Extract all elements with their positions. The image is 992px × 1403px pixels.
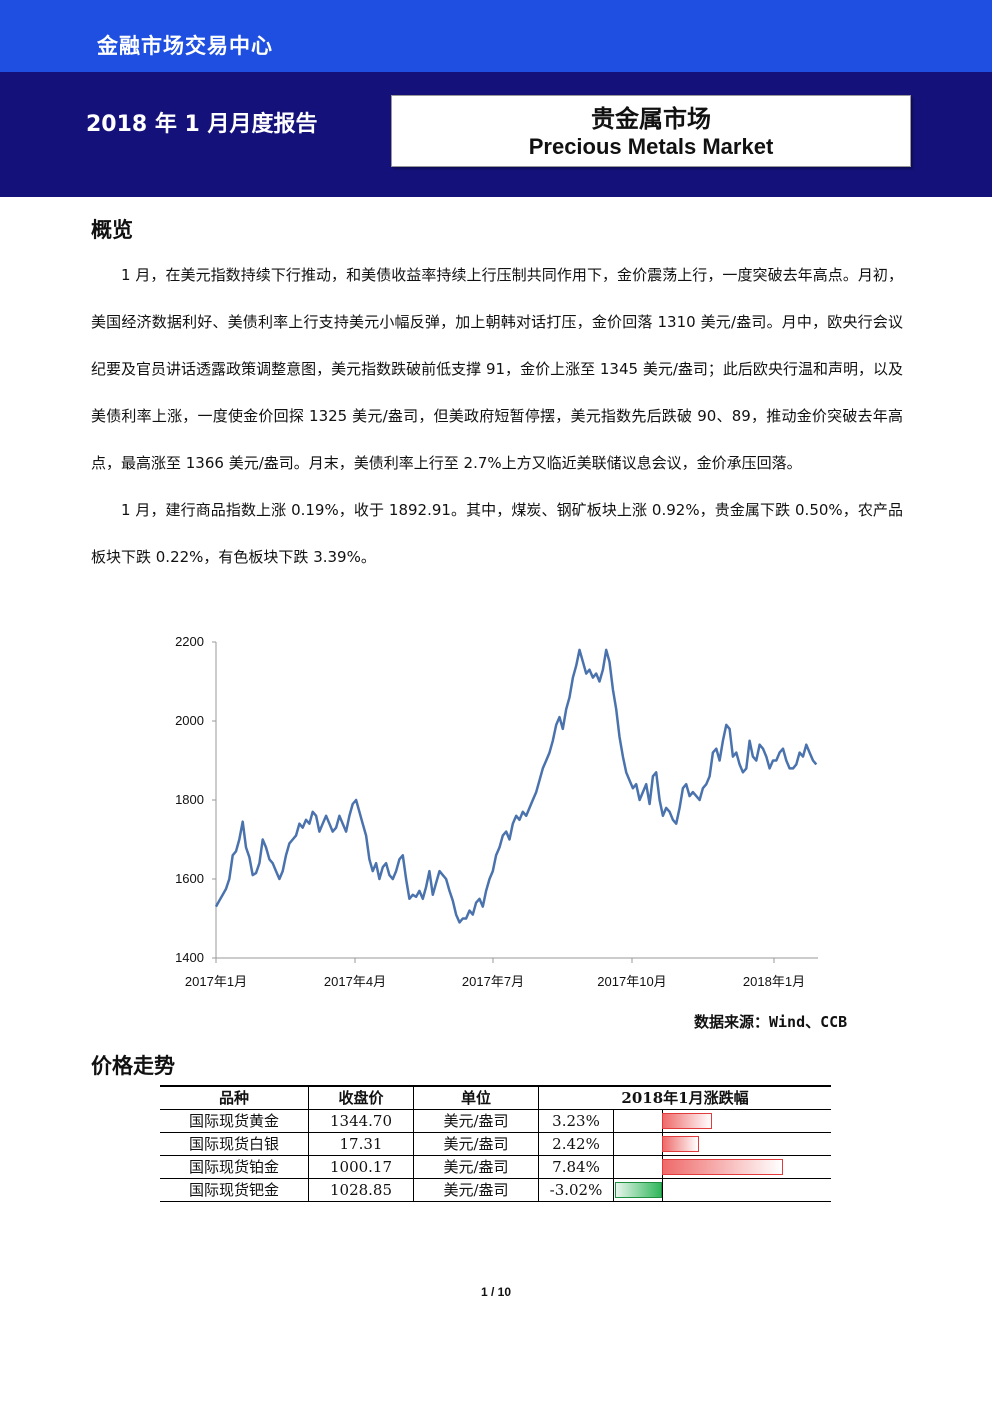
cell-close: 1028.85: [308, 1178, 414, 1202]
col-header: 单位: [413, 1085, 539, 1110]
cell-name: 国际现货钯金: [160, 1178, 309, 1202]
x-tick-label: 2017年1月: [185, 974, 247, 989]
table-row: 国际现货白银 17.31 美元/盎司 2.42%: [160, 1132, 831, 1156]
change-bar: [615, 1182, 662, 1198]
cell-bar: [613, 1178, 831, 1202]
table-row: 国际现货钯金 1028.85 美元/盎司 -3.02%: [160, 1178, 831, 1202]
report-date: 2018 年 1 月月度报告: [86, 112, 318, 137]
col-header: 收盘价: [308, 1085, 414, 1110]
cell-name: 国际现货黄金: [160, 1109, 309, 1133]
top-bar: 金融市场交易中心: [0, 0, 992, 72]
y-tick-label: 1400: [175, 950, 204, 965]
overview-heading: 概览: [91, 218, 133, 242]
y-tick-label: 1600: [175, 871, 204, 886]
cell-close: 1000.17: [308, 1155, 414, 1179]
cell-name: 国际现货铂金: [160, 1155, 309, 1179]
cell-pct: 7.84%: [538, 1155, 614, 1179]
page-number: 1 / 10: [480, 1285, 512, 1299]
paragraph: 1 月，在美元指数持续下行推动，和美债收益率持续上行压制共同作用下，金价震荡上行…: [91, 266, 903, 472]
cell-unit: 美元/盎司: [413, 1178, 539, 1202]
change-bar: [662, 1136, 700, 1152]
title-box: 贵金属市场 Precious Metals Market: [391, 95, 911, 167]
title-cn: 贵金属市场: [591, 105, 711, 133]
data-source: 数据来源：Wind、CCB: [694, 1013, 848, 1031]
cell-name: 国际现货白银: [160, 1132, 309, 1156]
cell-pct: 3.23%: [538, 1109, 614, 1133]
series-line: [214, 648, 818, 924]
y-tick-label: 1800: [175, 792, 204, 807]
bar-axis: [662, 1179, 663, 1201]
table-row: 国际现货黄金 1344.70 美元/盎司 3.23%: [160, 1109, 831, 1133]
cell-bar: [613, 1155, 831, 1179]
cell-close: 1344.70: [308, 1109, 414, 1133]
x-tick-label: 2018年1月: [743, 974, 805, 989]
cell-pct: 2.42%: [538, 1132, 614, 1156]
table-row: 国际现货铂金 1000.17 美元/盎司 7.84%: [160, 1155, 831, 1179]
price-table: 品种 收盘价 单位 2018年1月涨跌幅 国际现货黄金 1344.70 美元/盎司 3…: [160, 1085, 831, 1202]
cell-pct: -3.02%: [538, 1178, 614, 1202]
prices-heading: 价格走势: [91, 1054, 175, 1078]
cell-unit: 美元/盎司: [413, 1155, 539, 1179]
y-tick-label: 2000: [175, 713, 204, 728]
cell-close: 17.31: [308, 1132, 414, 1156]
cell-bar: [613, 1132, 831, 1156]
y-tick-label: 2200: [175, 634, 204, 649]
cell-unit: 美元/盎司: [413, 1109, 539, 1133]
price-index-chart: 1400 1600 1800 2000 2200 2017年1月 2017年4月 2017年7…: [175, 634, 818, 989]
title-en: Precious Metals Market: [528, 134, 774, 159]
paragraph: 1 月，建行商品指数上涨 0.19%，收于 1892.91。其中，煤炭、钢矿板块…: [91, 501, 903, 566]
cell-bar: [613, 1109, 831, 1133]
header-banner: 2018 年 1 月月度报告 贵金属市场 Precious Metals Mar…: [0, 72, 992, 197]
overview-text: 1 月，在美元指数持续下行推动，和美债收益率持续上行压制共同作用下，金价震荡上行…: [91, 252, 903, 581]
x-tick-label: 2017年10月: [597, 974, 666, 989]
org-name: 金融市场交易中心: [97, 34, 273, 58]
col-header: 品种: [160, 1085, 309, 1110]
cell-unit: 美元/盎司: [413, 1132, 539, 1156]
change-bar: [662, 1113, 712, 1129]
change-bar: [662, 1159, 783, 1175]
col-header: 2018年1月涨跌幅: [538, 1085, 831, 1110]
x-tick-label: 2017年4月: [324, 974, 386, 989]
table-header-row: 品种 收盘价 单位 2018年1月涨跌幅: [160, 1085, 831, 1110]
x-tick-label: 2017年7月: [462, 974, 524, 989]
